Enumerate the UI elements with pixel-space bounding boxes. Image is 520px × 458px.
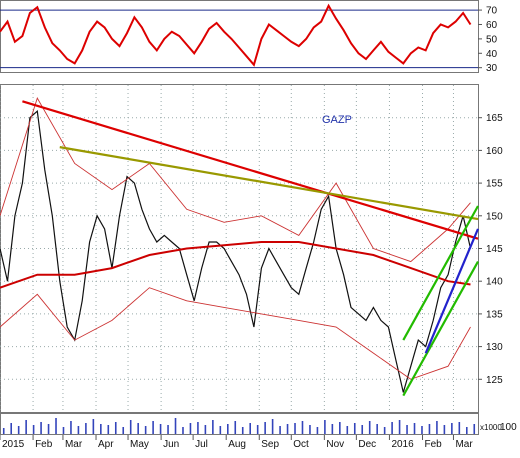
- rsi-reference-lines: [0, 9, 478, 69]
- x-tick-label: 2016: [391, 439, 414, 450]
- price-tick-label: 135: [486, 309, 503, 320]
- price-panel: 125 130 135 140 145 150 155 160 165 GAZP: [0, 84, 503, 413]
- rsi-tick-label: 30: [486, 63, 498, 74]
- x-tick-label: Aug: [228, 439, 246, 450]
- price-tick-label: 160: [486, 146, 503, 157]
- x-tick-label: May: [130, 439, 149, 450]
- rsi-tick-label: 50: [486, 34, 498, 45]
- trendlines: [22, 100, 480, 397]
- rsi-tick-label: 40: [486, 49, 498, 60]
- trendline: [22, 100, 479, 240]
- rsi-panel: 30 40 50 60 70: [0, 0, 498, 74]
- price-tick-label: 145: [486, 244, 503, 255]
- x-axis: 2015 Feb Mar Apr May Jun Jul Aug Sep Oct Nov Dec 201…: [0, 435, 473, 450]
- x-tick-label: Nov: [326, 439, 344, 450]
- price-tick-label: 130: [486, 342, 503, 353]
- rsi-tick-label: 70: [486, 6, 498, 17]
- trendline: [402, 205, 479, 341]
- rsi-line: [0, 3, 472, 67]
- rsi-axis: 30 40 50 60 70: [478, 6, 498, 74]
- x-tick-label: Jul: [195, 439, 208, 450]
- price-tick-label: 165: [486, 113, 503, 124]
- x-tick-label: Mar: [455, 439, 473, 450]
- x-tick-label: Feb: [35, 439, 53, 450]
- x-tick-label: Dec: [358, 439, 376, 450]
- volume-tick-label: 100: [500, 422, 517, 433]
- envelope-line: [0, 287, 471, 380]
- price-series: [0, 96, 472, 393]
- price-y-axis: 125 130 135 140 145 150 155 160 165: [478, 113, 503, 386]
- x-tick-label: Sep: [261, 439, 279, 450]
- envelope-line: [0, 96, 471, 263]
- price-tick-label: 140: [486, 277, 503, 288]
- trendline: [59, 146, 479, 221]
- price-line: [0, 110, 472, 393]
- price-tick-label: 150: [486, 211, 503, 222]
- x-tick-label: 2015: [2, 439, 25, 450]
- x-tick-label: Jun: [163, 439, 179, 450]
- x-tick-label: Feb: [425, 439, 443, 450]
- rsi-tick-label: 60: [486, 20, 498, 31]
- trendline: [424, 228, 480, 354]
- x-tick-label: Oct: [293, 439, 309, 450]
- trendline: [402, 261, 479, 397]
- x-tick-label: Apr: [98, 439, 114, 450]
- volume-bars: [2, 418, 476, 434]
- price-tick-label: 125: [486, 375, 503, 386]
- price-tick-label: 155: [486, 179, 503, 190]
- chart-title: GAZP: [322, 114, 352, 126]
- volume-unit-label: x1000: [480, 423, 502, 432]
- x-tick-label: Mar: [65, 439, 83, 450]
- moving-average-line: [0, 241, 471, 289]
- volume-frame: [0, 413, 479, 435]
